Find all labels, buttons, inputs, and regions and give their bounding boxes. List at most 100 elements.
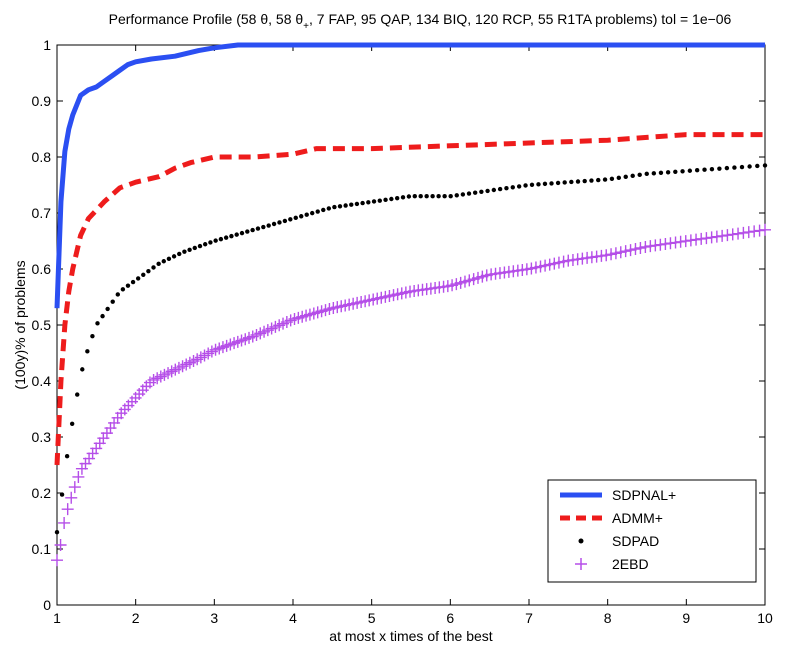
y-axis-ticks: 0 0.1 0.2 0.3 0.4 0.5 0.6 0.7 0.8 0.9 1 [32, 37, 765, 613]
legend: SDPNAL+ ADMM+ SDPAD 2EBD [547, 479, 757, 583]
data-point-sdpad [304, 212, 309, 217]
data-point-sdpad [747, 164, 752, 169]
y-tick-label: 0.7 [32, 205, 52, 221]
data-point-sdpad [337, 204, 343, 209]
data-point-2ebd [644, 240, 657, 253]
data-point-2ebd [732, 227, 745, 240]
data-point-sdpad [536, 182, 541, 187]
data-point-sdpad [229, 233, 234, 239]
data-point-2ebd [68, 481, 81, 494]
legend-label-admm: ADMM+ [612, 510, 663, 526]
data-point-sdpad [54, 530, 60, 535]
data-point-sdpad [732, 165, 737, 170]
data-point-2ebd [759, 223, 771, 236]
data-point-sdpad [589, 178, 594, 183]
data-point-sdpad [166, 256, 172, 262]
series-layer [51, 42, 771, 567]
data-point-sdpad [383, 197, 388, 203]
data-point-sdpad [151, 265, 156, 270]
data-point-sdpad [454, 193, 459, 198]
data-point-sdpad [644, 171, 649, 177]
data-point-2ebd [690, 233, 703, 246]
x-tick-label: 4 [289, 610, 297, 626]
data-point-2ebd [624, 244, 637, 257]
data-point-2ebd [664, 237, 677, 250]
data-point-sdpad [213, 238, 218, 243]
data-point-sdpad [637, 172, 642, 178]
data-point-sdpad [658, 170, 664, 176]
data-point-sdpad [349, 202, 354, 207]
series-line-sdpnal [54, 42, 765, 309]
data-point-2ebd [669, 236, 682, 249]
data-point-sdpad [218, 236, 224, 242]
data-point-sdpad [171, 254, 177, 259]
series-markers-sdpad [54, 163, 768, 535]
data-point-2ebd [716, 229, 729, 242]
data-point-sdpad [95, 321, 100, 326]
data-point-sdpad [630, 173, 635, 179]
x-tick-label: 8 [604, 610, 612, 626]
legend-swatch-2ebd [575, 558, 587, 570]
data-point-sdpad [192, 245, 197, 251]
data-point-2ebd [639, 240, 652, 253]
data-point-2ebd [609, 247, 622, 260]
data-point-sdpad [582, 178, 587, 184]
data-point-sdpad [161, 259, 166, 264]
data-point-sdpad [542, 181, 548, 187]
data-point-2ebd [614, 246, 627, 259]
data-point-sdpad [389, 196, 394, 202]
x-tick-label: 10 [757, 610, 773, 626]
data-point-sdpad [702, 167, 707, 172]
data-point-2ebd [674, 235, 687, 248]
data-point-sdpad [130, 279, 136, 285]
data-point-sdpad [366, 200, 371, 205]
data-point-sdpad [187, 247, 192, 253]
data-point-sdpad [326, 206, 332, 211]
data-point-sdpad [680, 169, 685, 174]
y-tick-label: 0.5 [32, 317, 52, 333]
x-tick-label: 5 [368, 610, 376, 626]
data-point-sdpad [69, 421, 75, 426]
chart-title-suffix: , 7 FAP, 95 QAP, 134 BIQ, 120 RCP, 55 R1… [309, 11, 732, 27]
data-point-sdpad [371, 199, 377, 204]
data-point-sdpad [310, 210, 315, 216]
y-tick-label: 0.1 [32, 541, 52, 557]
data-point-sdpad [156, 261, 161, 267]
data-point-sdpad [234, 232, 239, 237]
data-point-sdpad [85, 349, 90, 354]
x-tick-label: 2 [132, 610, 140, 626]
x-axis-ticks: 1 2 3 4 5 6 7 8 9 10 [53, 45, 773, 626]
data-point-sdpad [555, 180, 561, 186]
data-point-sdpad [261, 224, 266, 230]
chart-title: Performance Profile (58 θ, 58 θ+, 7 FAP,… [109, 11, 732, 32]
data-point-sdpad [436, 194, 441, 199]
data-point-sdpad [182, 249, 187, 254]
data-point-sdpad [485, 188, 490, 194]
data-point-sdpad [288, 217, 293, 222]
data-point-2ebd [695, 232, 708, 245]
data-point-2ebd [748, 225, 761, 238]
data-point-sdpad [250, 227, 255, 233]
x-tick-label: 1 [53, 610, 61, 626]
data-point-sdpad [255, 226, 261, 231]
data-point-sdpad [354, 201, 360, 207]
y-tick-label: 0 [43, 597, 51, 613]
data-point-sdpad [562, 180, 567, 185]
data-point-sdpad [430, 194, 435, 199]
data-point-2ebd [629, 243, 642, 256]
data-point-sdpad [665, 170, 671, 175]
data-point-sdpad [90, 333, 95, 339]
data-point-2ebd [742, 226, 755, 239]
data-point-sdpad [623, 174, 628, 180]
y-tick-label: 0.2 [32, 485, 52, 501]
data-point-sdpad [146, 268, 151, 274]
data-point-sdpad [762, 163, 768, 168]
data-point-sdpad [299, 214, 304, 219]
data-point-2ebd [619, 245, 632, 258]
data-point-2ebd [61, 503, 74, 516]
data-point-sdpad [406, 194, 412, 199]
y-tick-label: 1 [43, 37, 51, 53]
data-point-sdpad [202, 242, 208, 247]
data-point-sdpad [466, 191, 472, 196]
